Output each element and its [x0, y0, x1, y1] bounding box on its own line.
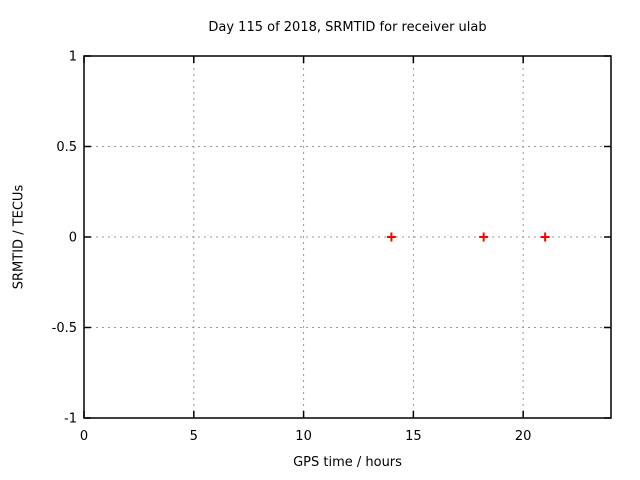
y-tick-label: -1: [64, 412, 77, 427]
x-axis-label: GPS time / hours: [293, 455, 402, 470]
data-point-marker: [540, 232, 550, 242]
y-tick-label: 1: [69, 50, 77, 65]
x-tick-label: 20: [515, 429, 532, 444]
x-tick-label: 5: [190, 429, 198, 444]
y-tick-label: 0: [69, 231, 77, 246]
data-point-marker: [386, 232, 396, 242]
data-point-marker: [479, 232, 489, 242]
y-tick-label: 0.5: [56, 140, 77, 155]
x-tick-label: 10: [295, 429, 312, 444]
y-tick-label: -0.5: [52, 321, 77, 336]
x-tick-label: 0: [80, 429, 88, 444]
x-tick-label: 15: [405, 429, 422, 444]
chart-title: Day 115 of 2018, SRMTID for receiver ula…: [208, 20, 487, 35]
